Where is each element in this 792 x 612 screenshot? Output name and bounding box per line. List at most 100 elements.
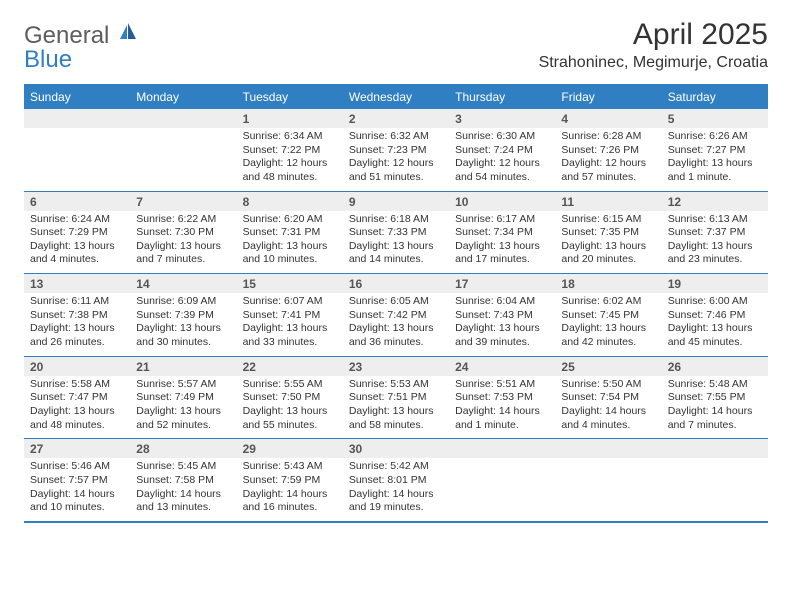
day-info: Sunrise: 6:07 AMSunset: 7:41 PMDaylight:… <box>237 293 343 356</box>
day-info <box>449 458 555 522</box>
day-info: Sunrise: 6:24 AMSunset: 7:29 PMDaylight:… <box>24 211 130 274</box>
day-number: 15 <box>237 274 343 294</box>
sunset: Sunset: 7:53 PM <box>455 391 549 405</box>
daylight: Daylight: 12 hours and 54 minutes. <box>455 157 549 184</box>
sunrise: Sunrise: 6:28 AM <box>561 130 655 144</box>
sunset: Sunset: 7:38 PM <box>30 309 124 323</box>
daylight: Daylight: 13 hours and 1 minute. <box>668 157 762 184</box>
daylight: Daylight: 13 hours and 52 minutes. <box>136 405 230 432</box>
sunset: Sunset: 7:59 PM <box>243 474 337 488</box>
daynum-row: 6789101112 <box>24 191 768 211</box>
day-number: 4 <box>555 109 661 129</box>
day-info: Sunrise: 5:45 AMSunset: 7:58 PMDaylight:… <box>130 458 236 522</box>
sunrise: Sunrise: 5:46 AM <box>30 460 124 474</box>
dow-header: Saturday <box>662 85 768 109</box>
daynum-row: 13141516171819 <box>24 274 768 294</box>
info-row: Sunrise: 6:24 AMSunset: 7:29 PMDaylight:… <box>24 211 768 274</box>
day-info: Sunrise: 5:46 AMSunset: 7:57 PMDaylight:… <box>24 458 130 522</box>
day-number: 8 <box>237 191 343 211</box>
daylight: Daylight: 13 hours and 4 minutes. <box>30 240 124 267</box>
sunset: Sunset: 7:39 PM <box>136 309 230 323</box>
sunset: Sunset: 7:31 PM <box>243 226 337 240</box>
sunrise: Sunrise: 6:11 AM <box>30 295 124 309</box>
sunset: Sunset: 7:33 PM <box>349 226 443 240</box>
sunrise: Sunrise: 5:45 AM <box>136 460 230 474</box>
sunset: Sunset: 7:30 PM <box>136 226 230 240</box>
sunset: Sunset: 7:46 PM <box>668 309 762 323</box>
sunset: Sunset: 7:22 PM <box>243 144 337 158</box>
location: Strahoninec, Megimurje, Croatia <box>539 54 768 72</box>
day-number: 14 <box>130 274 236 294</box>
daylight: Daylight: 13 hours and 55 minutes. <box>243 405 337 432</box>
sail-icon <box>120 23 138 41</box>
sunset: Sunset: 7:24 PM <box>455 144 549 158</box>
daylight: Daylight: 13 hours and 20 minutes. <box>561 240 655 267</box>
sunrise: Sunrise: 5:43 AM <box>243 460 337 474</box>
day-info: Sunrise: 5:53 AMSunset: 7:51 PMDaylight:… <box>343 376 449 439</box>
sunset: Sunset: 7:27 PM <box>668 144 762 158</box>
header: General Blue April 2025 Strahoninec, Meg… <box>24 18 768 72</box>
daylight: Daylight: 13 hours and 10 minutes. <box>243 240 337 267</box>
daylight: Daylight: 13 hours and 33 minutes. <box>243 322 337 349</box>
daylight: Daylight: 14 hours and 7 minutes. <box>668 405 762 432</box>
sunset: Sunset: 7:35 PM <box>561 226 655 240</box>
day-info <box>24 128 130 191</box>
daylight: Daylight: 14 hours and 1 minute. <box>455 405 549 432</box>
info-row: Sunrise: 5:46 AMSunset: 7:57 PMDaylight:… <box>24 458 768 522</box>
day-number: 2 <box>343 109 449 129</box>
sunset: Sunset: 7:23 PM <box>349 144 443 158</box>
sunrise: Sunrise: 6:05 AM <box>349 295 443 309</box>
sunrise: Sunrise: 6:04 AM <box>455 295 549 309</box>
day-number: 29 <box>237 439 343 459</box>
info-row: Sunrise: 6:34 AMSunset: 7:22 PMDaylight:… <box>24 128 768 191</box>
day-number: 24 <box>449 356 555 376</box>
day-info: Sunrise: 6:34 AMSunset: 7:22 PMDaylight:… <box>237 128 343 191</box>
day-number: 1 <box>237 109 343 129</box>
sunset: Sunset: 7:55 PM <box>668 391 762 405</box>
daylight: Daylight: 14 hours and 16 minutes. <box>243 488 337 515</box>
day-number: 25 <box>555 356 661 376</box>
daylight: Daylight: 14 hours and 10 minutes. <box>30 488 124 515</box>
day-number: 26 <box>662 356 768 376</box>
sunset: Sunset: 7:29 PM <box>30 226 124 240</box>
sunset: Sunset: 7:41 PM <box>243 309 337 323</box>
day-number: 3 <box>449 109 555 129</box>
day-number: 22 <box>237 356 343 376</box>
sunset: Sunset: 7:37 PM <box>668 226 762 240</box>
sunrise: Sunrise: 5:55 AM <box>243 378 337 392</box>
day-info: Sunrise: 6:32 AMSunset: 7:23 PMDaylight:… <box>343 128 449 191</box>
sunset: Sunset: 7:47 PM <box>30 391 124 405</box>
dow-row: SundayMondayTuesdayWednesdayThursdayFrid… <box>24 85 768 109</box>
day-number: 27 <box>24 439 130 459</box>
day-info: Sunrise: 5:51 AMSunset: 7:53 PMDaylight:… <box>449 376 555 439</box>
day-number: 28 <box>130 439 236 459</box>
day-info: Sunrise: 6:04 AMSunset: 7:43 PMDaylight:… <box>449 293 555 356</box>
day-info: Sunrise: 6:18 AMSunset: 7:33 PMDaylight:… <box>343 211 449 274</box>
sunset: Sunset: 8:01 PM <box>349 474 443 488</box>
sunrise: Sunrise: 5:51 AM <box>455 378 549 392</box>
logo-text: General Blue <box>24 24 138 72</box>
day-info: Sunrise: 5:43 AMSunset: 7:59 PMDaylight:… <box>237 458 343 522</box>
day-number: 23 <box>343 356 449 376</box>
daylight: Daylight: 13 hours and 7 minutes. <box>136 240 230 267</box>
sunset: Sunset: 7:57 PM <box>30 474 124 488</box>
sunrise: Sunrise: 6:22 AM <box>136 213 230 227</box>
daylight: Daylight: 14 hours and 4 minutes. <box>561 405 655 432</box>
day-number: 7 <box>130 191 236 211</box>
day-info: Sunrise: 6:15 AMSunset: 7:35 PMDaylight:… <box>555 211 661 274</box>
day-number <box>662 439 768 459</box>
dow-header: Sunday <box>24 85 130 109</box>
day-info: Sunrise: 5:50 AMSunset: 7:54 PMDaylight:… <box>555 376 661 439</box>
day-info: Sunrise: 5:57 AMSunset: 7:49 PMDaylight:… <box>130 376 236 439</box>
sunrise: Sunrise: 6:09 AM <box>136 295 230 309</box>
sunrise: Sunrise: 5:42 AM <box>349 460 443 474</box>
sunset: Sunset: 7:50 PM <box>243 391 337 405</box>
sunrise: Sunrise: 5:57 AM <box>136 378 230 392</box>
day-number: 11 <box>555 191 661 211</box>
day-info <box>555 458 661 522</box>
dow-header: Friday <box>555 85 661 109</box>
sunrise: Sunrise: 6:32 AM <box>349 130 443 144</box>
day-info: Sunrise: 6:17 AMSunset: 7:34 PMDaylight:… <box>449 211 555 274</box>
daylight: Daylight: 14 hours and 13 minutes. <box>136 488 230 515</box>
month-title: April 2025 <box>539 18 768 52</box>
